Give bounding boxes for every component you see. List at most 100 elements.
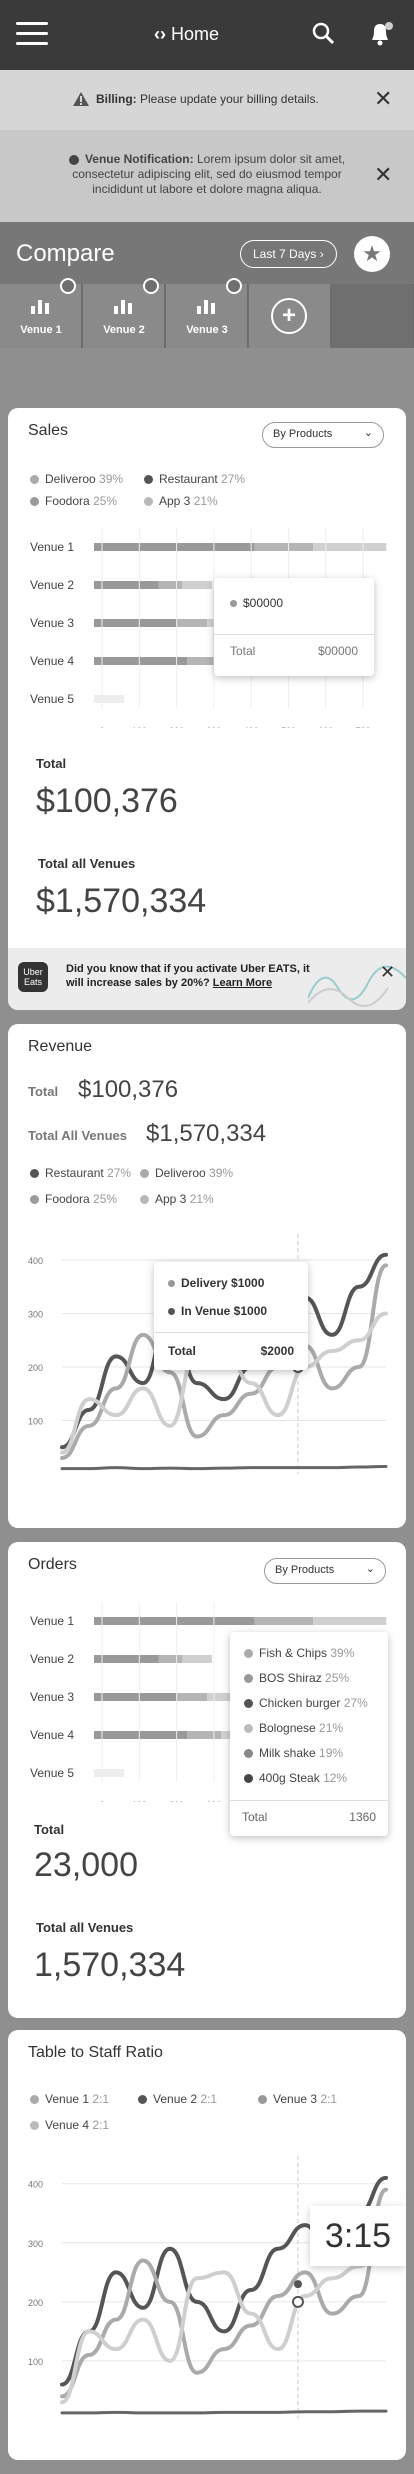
remove-venue-button[interactable] xyxy=(60,278,76,294)
bell-icon[interactable] xyxy=(366,20,396,48)
billing-label: Billing: xyxy=(96,92,137,106)
compare-header: Compare Last 7 Days › ★ xyxy=(0,222,414,284)
tooltip-total: $2000 xyxy=(260,1344,294,1358)
legend-item: Foodora 25% xyxy=(30,1192,117,1206)
venue-tab-1[interactable]: Venue 1 xyxy=(0,278,82,348)
bar xyxy=(94,543,255,551)
card-title: Table to Staff Ratio xyxy=(28,2044,163,2061)
learn-more-link[interactable]: Learn More xyxy=(212,977,273,989)
tooltip-row: In Venue $1000 xyxy=(168,1304,267,1318)
orders-tooltip: Fish & Chips 39% BOS Shiraz 25% Chicken bu… xyxy=(230,1632,388,1836)
star-icon: ★ xyxy=(362,241,382,266)
legend-dot xyxy=(30,2121,39,2131)
legend-item: Venue 3 2:1 xyxy=(258,2092,337,2106)
divider xyxy=(230,1800,388,1801)
staff-line-chart: 100 200 300 400 xyxy=(28,2156,388,2420)
bar xyxy=(94,1655,159,1663)
total-label: Total xyxy=(28,1084,59,1099)
legend-name: App 3 xyxy=(159,494,191,508)
venue-tab-2[interactable]: Venue 2 xyxy=(83,278,165,348)
home-link[interactable]: ‹› Home xyxy=(154,24,219,45)
search-icon[interactable] xyxy=(312,22,336,46)
legend-item: Deliveroo 39% xyxy=(30,472,123,486)
legend-dot xyxy=(140,1195,149,1205)
sales-card: Sales By Products ⌄ Deliveroo 39% Restaur… xyxy=(8,408,406,1010)
order-item-dot xyxy=(244,1724,253,1734)
date-range-button[interactable]: Last 7 Days › xyxy=(240,240,337,268)
add-venue-tab[interactable]: + xyxy=(249,284,331,348)
product-dropdown[interactable]: By Products ⌄ xyxy=(262,422,384,448)
card-title: Revenue xyxy=(28,1038,93,1055)
close-icon[interactable]: ✕ xyxy=(374,162,393,187)
series-line xyxy=(60,2187,388,2399)
legend-ratio: 2:1 xyxy=(92,2118,110,2132)
menu-icon[interactable] xyxy=(16,22,48,46)
bar-category-label: Venue 4 xyxy=(30,1728,74,1742)
time-badge: 3:15 xyxy=(310,2206,406,2266)
bar xyxy=(254,543,314,551)
top-nav-bar: ‹› Home xyxy=(0,0,414,70)
tooltip-row: Delivery $1000 xyxy=(168,1276,264,1290)
product-dropdown[interactable]: By Products ⌄ xyxy=(264,1558,386,1584)
x-tick-label: 300 xyxy=(206,726,221,728)
venue-notification-banner: Venue Notification: Lorem ipsum dolor si… xyxy=(0,130,414,222)
tooltip-total-label: Total xyxy=(242,1810,268,1824)
legend-ratio: 2:1 xyxy=(200,2092,218,2106)
bar xyxy=(158,1655,183,1663)
total-all-value: $1,570,334 xyxy=(36,882,207,920)
legend-name: Venue 3 xyxy=(273,2092,318,2106)
legend-item: Venue 2 2:1 xyxy=(138,2092,217,2106)
legend-dot xyxy=(140,1169,149,1179)
total-label: Total xyxy=(36,756,67,771)
venue-tab-3[interactable]: Venue 3 xyxy=(166,278,248,348)
legend-dot xyxy=(30,1195,39,1205)
compare-title: Compare xyxy=(16,240,115,267)
y-tick-label: 200 xyxy=(28,1363,43,1373)
order-item-name: BOS Shiraz xyxy=(259,1671,326,1685)
series-line xyxy=(60,1263,388,1460)
order-item-name: Chicken burger xyxy=(259,1696,344,1710)
legend-item: Deliveroo 39% xyxy=(140,1166,233,1180)
legend-pct: 21% xyxy=(193,494,218,508)
bar xyxy=(94,657,188,665)
promo-text: Did you know that if you activate Uber E… xyxy=(66,962,326,990)
remove-venue-button[interactable] xyxy=(143,278,159,294)
favorite-star-button[interactable]: ★ xyxy=(354,236,390,272)
billing-banner: Billing: Please update your billing deta… xyxy=(0,70,414,130)
total-all-label: Total all Venues xyxy=(36,1920,134,1935)
order-item-pct: 12% xyxy=(323,1771,348,1785)
remove-venue-button[interactable] xyxy=(226,278,242,294)
legend-item: Restaurant 27% xyxy=(30,1166,131,1180)
order-item-pct: 27% xyxy=(343,1696,368,1710)
close-icon[interactable]: ✕ xyxy=(374,86,393,111)
venue-tab-label: Venue 3 xyxy=(186,324,228,336)
card-title: Sales xyxy=(28,422,69,439)
legend-name: Foodora xyxy=(45,1192,90,1206)
legend-item: Restaurant 27% xyxy=(144,472,245,486)
legend-dot xyxy=(30,475,39,485)
bar xyxy=(254,1617,314,1625)
x-tick-label: 100 xyxy=(132,1800,147,1802)
notification-text: Lorem ipsum dolor sit amet, consectetur … xyxy=(72,152,346,196)
total-label: Total xyxy=(34,1822,65,1837)
bar xyxy=(313,543,387,551)
date-range-label: Last 7 Days xyxy=(253,247,317,261)
legend-pct: 27% xyxy=(221,472,246,486)
legend-item: App 3 21% xyxy=(144,494,218,508)
bar-category-label: Venue 2 xyxy=(30,578,74,592)
legend-name: Foodora xyxy=(45,494,90,508)
close-icon[interactable]: ✕ xyxy=(380,962,396,982)
promo-wave-decoration xyxy=(308,965,406,1007)
legend-name: Venue 4 xyxy=(45,2118,90,2132)
bar xyxy=(94,1617,255,1625)
bar-category-label: Venue 5 xyxy=(30,692,74,706)
order-item-dot xyxy=(244,1649,253,1659)
order-item-name: 400g Steak xyxy=(259,1771,324,1785)
bar-category-label: Venue 4 xyxy=(30,654,74,668)
order-item-row: Chicken burger 27% xyxy=(244,1696,368,1710)
orders-card: Orders By Products ⌄ Venue 1 Venue 2 Venue … xyxy=(8,1542,406,2018)
code-icon: ‹› xyxy=(154,24,166,44)
data-point xyxy=(292,2295,304,2308)
order-item-pct: 19% xyxy=(319,1746,344,1760)
bar xyxy=(94,619,177,627)
